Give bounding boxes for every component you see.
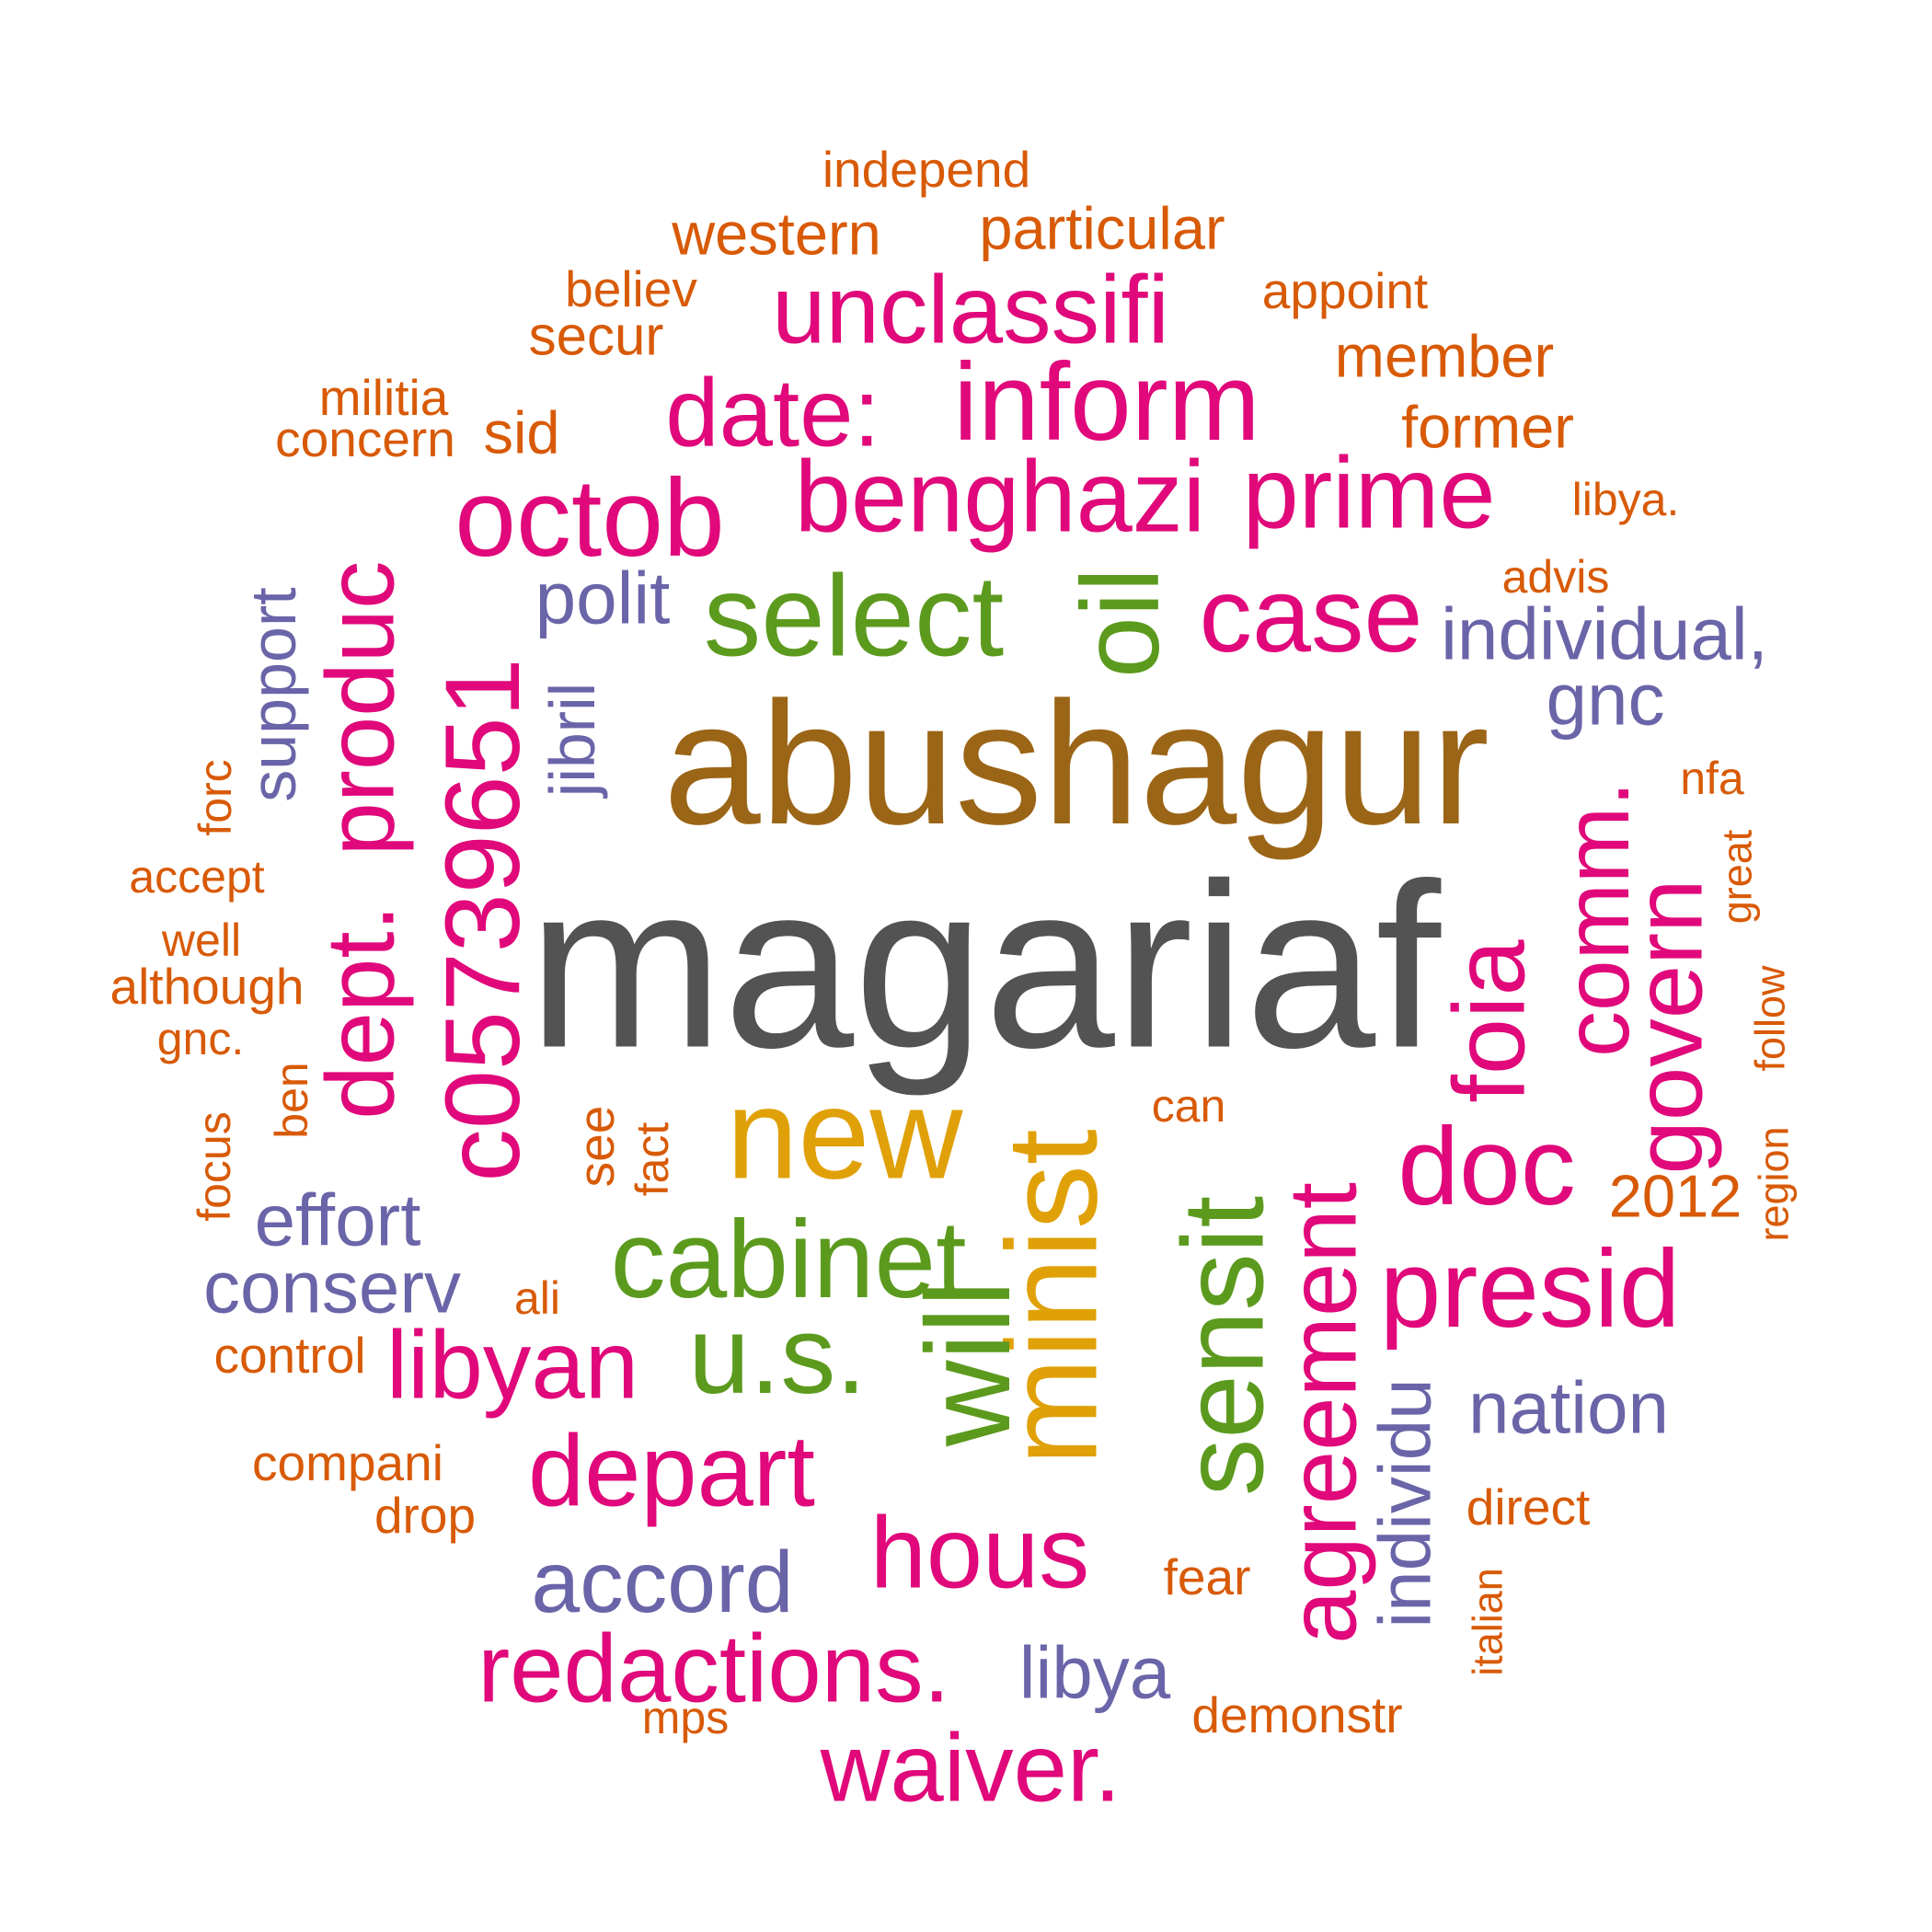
word-unclassifi: unclassifi <box>772 257 1169 364</box>
word-follow: follow <box>1747 965 1794 1072</box>
word-nation: nation <box>1468 1367 1669 1449</box>
word-militia: militia <box>319 369 449 426</box>
word-polit: polit <box>535 558 671 639</box>
word-great: great <box>1714 829 1761 924</box>
word-libyan: libyan <box>386 1312 638 1420</box>
word-focus: focus <box>189 1111 240 1222</box>
word-date: date: <box>665 360 880 467</box>
word-abushagur: abushagur <box>663 666 1489 861</box>
word-can: can <box>1152 1080 1226 1132</box>
word-ben: ben <box>266 1062 317 1138</box>
word-benghazi: benghazi <box>795 441 1206 554</box>
word-agreement: agreement <box>1270 1182 1377 1644</box>
word-redactions: redactions. <box>477 1616 950 1723</box>
word-inform: inform <box>953 340 1259 464</box>
word-octob: octob <box>454 456 725 580</box>
word-demonstr: demonstr <box>1191 1686 1402 1743</box>
word-depart: depart <box>528 1415 815 1528</box>
word-c05739651: c05739651 <box>424 658 542 1181</box>
word-independ: independ <box>822 141 1030 198</box>
word-will: will <box>901 1281 1035 1448</box>
word-support: support <box>237 587 309 801</box>
word-compani: compani <box>252 1434 443 1491</box>
word-u-s: u.s. <box>688 1294 866 1417</box>
word-control: control <box>213 1327 365 1384</box>
word-ali: ali <box>514 1272 560 1324</box>
word-individu: individu <box>1364 1378 1446 1627</box>
word-foia: foia <box>1433 939 1547 1103</box>
word-believ: believ <box>565 260 697 317</box>
word-advis: advis <box>1502 551 1610 603</box>
word-although: although <box>109 958 304 1015</box>
word-sensit: sensit <box>1160 1196 1288 1497</box>
word-conserv: conserv <box>203 1247 461 1328</box>
word-fear: fear <box>1164 1548 1251 1605</box>
word-direct: direct <box>1466 1478 1591 1535</box>
word-libya: libya <box>1019 1632 1171 1714</box>
word-accept: accept <box>129 851 264 903</box>
word-secur: secur <box>529 305 664 367</box>
word-effort: effort <box>255 1179 421 1261</box>
word-produc: produc <box>307 560 415 856</box>
word-mps: mps <box>642 1692 729 1743</box>
word-case: case <box>1200 557 1423 674</box>
word-region: region <box>1751 1126 1798 1241</box>
word-gnc: gnc. <box>157 1013 245 1064</box>
word-minist: minist <box>980 1129 1124 1466</box>
word-former: former <box>1401 394 1574 461</box>
word-fact: fact <box>627 1122 678 1197</box>
word-waiver: waiver. <box>820 1715 1121 1823</box>
word-member: member <box>1335 323 1554 390</box>
word-particular: particular <box>979 195 1225 262</box>
word-magariaf: magariaf <box>528 835 1442 1098</box>
word-select: select <box>704 553 1005 681</box>
word-jibril: jibril <box>536 683 608 799</box>
word-see: see <box>568 1106 625 1188</box>
word-sid: sid <box>483 399 559 466</box>
word-comm: comm. <box>1546 781 1649 1057</box>
word-doc: doc <box>1397 1105 1575 1228</box>
word-new: new <box>727 1062 964 1206</box>
word-oil: oil <box>1059 568 1182 678</box>
word-concern: concern <box>275 410 455 467</box>
word-prime: prime <box>1242 437 1495 550</box>
word-italian: italian <box>1465 1568 1512 1676</box>
word-libya: libya. <box>1572 474 1680 525</box>
word-gnc: gnc <box>1547 659 1665 741</box>
word-forc: forc <box>190 759 241 835</box>
word-hous: hous <box>870 1497 1090 1610</box>
word-drop: drop <box>374 1487 476 1544</box>
word-nfa: nfa <box>1680 753 1744 804</box>
word-presid: presid <box>1380 1227 1681 1351</box>
word-govern: govern <box>1616 879 1723 1174</box>
word-cabinet: cabinet <box>611 1198 967 1321</box>
word-individual: individual, <box>1441 593 1768 675</box>
word-dept: dept. <box>307 904 415 1120</box>
word-well: well <box>161 914 241 966</box>
word-western: western <box>671 201 881 268</box>
word-2012: 2012 <box>1609 1163 1742 1230</box>
word-accord: accord <box>531 1534 793 1631</box>
word-appoint: appoint <box>1262 262 1428 319</box>
